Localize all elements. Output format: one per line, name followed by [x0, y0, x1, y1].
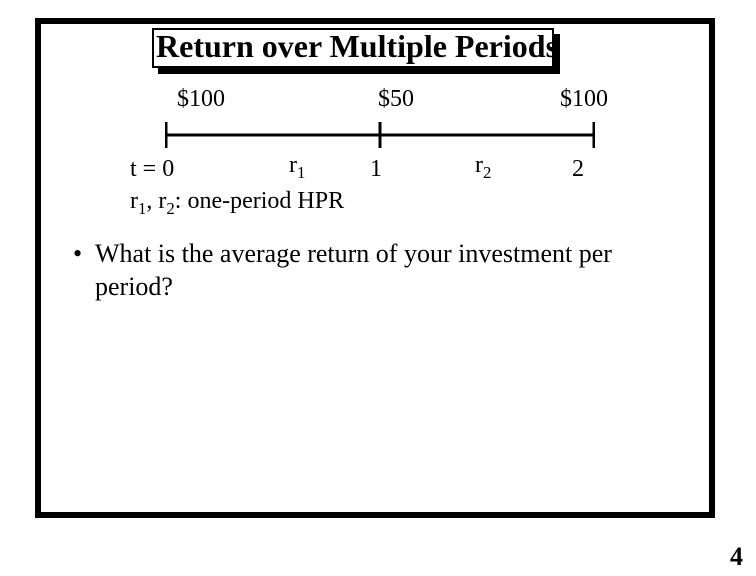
r2-base: r [475, 152, 483, 178]
bullet-line1: What is the average return of your inves… [95, 239, 612, 268]
value-t2: $100 [560, 86, 608, 113]
r2-label: r2 [475, 152, 491, 183]
slide-title: Return over Multiple Periods [154, 28, 560, 64]
cap-post: : one-period HPR [175, 188, 344, 214]
t0-value: 0 [162, 156, 174, 182]
page-number: 4 [730, 542, 743, 572]
r1-base: r [289, 152, 297, 178]
cap-mid: , r [146, 188, 166, 214]
timeline [165, 120, 595, 150]
t0-prefix: t = [130, 156, 162, 182]
t2-label: 2 [572, 156, 584, 183]
value-t1: $50 [378, 86, 414, 113]
r2-sub: 2 [483, 163, 491, 182]
t0-label: t = 0 [130, 156, 174, 183]
r1-sub: 1 [297, 163, 305, 182]
t1-label: 1 [370, 156, 382, 183]
value-t0: $100 [177, 86, 225, 113]
r1-label: r1 [289, 152, 305, 183]
bullet-line2: period? [95, 272, 173, 301]
bullet-dot: • [73, 238, 82, 271]
cap-r2-sub: 2 [166, 199, 174, 218]
hpr-caption: r1, r2: one-period HPR [130, 188, 344, 219]
bullet-question: • What is the average return of your inv… [95, 238, 612, 303]
title-box: Return over Multiple Periods [152, 28, 554, 68]
cap-r1-base: r [130, 188, 138, 214]
